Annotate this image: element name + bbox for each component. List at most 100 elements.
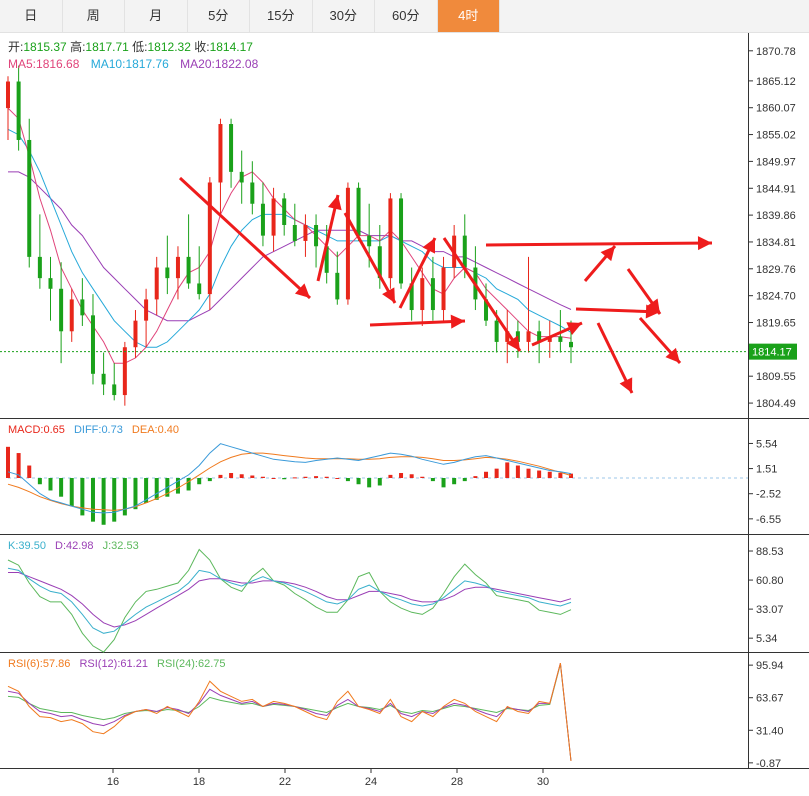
candle-body — [505, 331, 510, 342]
arrowhead — [450, 314, 465, 329]
price-tick-label: 1860.07 — [756, 103, 796, 115]
arrow-shaft — [485, 241, 713, 247]
candle-body — [154, 267, 159, 300]
candle-body — [207, 182, 212, 295]
arrowhead — [697, 236, 712, 251]
candle-body — [112, 384, 117, 396]
kdj-panel: 88.53 60.80 33.07 5.34 — [7, 546, 784, 653]
kline-chart: 1870.78 1865.12 1860.07 1855.02 1849.97 1844.… — [0, 33, 809, 788]
candle-body — [101, 373, 106, 385]
arrowhead — [665, 347, 680, 363]
rsi12-line — [7, 662, 572, 762]
rsi24-line — [7, 663, 572, 762]
candle-body — [239, 171, 244, 183]
macd-bar — [112, 478, 117, 522]
candle-body — [314, 225, 319, 247]
candle-body — [90, 315, 95, 374]
macd-bar — [154, 478, 159, 500]
arrowhead — [619, 377, 633, 393]
arrowhead — [382, 287, 395, 303]
candle-body — [547, 336, 552, 342]
candle-body — [420, 278, 425, 311]
macd-bar — [271, 478, 276, 479]
candle-body — [271, 198, 276, 236]
macd-bar — [48, 478, 53, 491]
macd-bar — [505, 462, 510, 478]
macd-bar — [90, 478, 95, 522]
time-tick-label: 22 — [279, 776, 291, 788]
tab-5min[interactable]: 5分 — [188, 0, 250, 32]
macd-bar — [452, 478, 457, 485]
arrow-shaft — [178, 176, 312, 300]
last-price-label: 1814.17 — [749, 343, 797, 360]
macd-bar — [292, 477, 297, 479]
macd-bar — [515, 465, 520, 478]
tab-week[interactable]: 周 — [63, 0, 125, 32]
candle-body — [292, 225, 297, 241]
macd-bar — [526, 468, 531, 478]
timeframe-tabs: 日 周 月 5分 15分 30分 60分 4时 — [0, 0, 809, 33]
j-line — [7, 548, 572, 653]
axis-tick-label: -0.87 — [756, 758, 781, 770]
tab-month[interactable]: 月 — [125, 0, 188, 32]
price-tick-label: 1855.02 — [756, 130, 796, 142]
price-tick-label: 1819.65 — [756, 318, 796, 330]
time-tick-label: 24 — [365, 776, 377, 788]
tab-day[interactable]: 日 — [0, 0, 63, 32]
macd-bar — [186, 478, 191, 491]
arrow-shaft — [316, 194, 340, 282]
macd-bar — [399, 473, 404, 478]
arrow-shaft — [442, 237, 522, 352]
arrow-shaft — [369, 319, 466, 327]
macd-bar — [122, 478, 127, 516]
time-tick-label: 30 — [537, 776, 549, 788]
candle-body — [80, 299, 85, 316]
tab-30min[interactable]: 30分 — [313, 0, 375, 32]
k-line — [7, 567, 572, 634]
macd-bar — [420, 476, 425, 478]
macd-bar — [324, 476, 329, 478]
candle-body — [441, 267, 446, 311]
tab-15min[interactable]: 15分 — [250, 0, 313, 32]
axis-tick-label: 31.40 — [756, 725, 784, 737]
tab-60min[interactable]: 60分 — [375, 0, 438, 32]
macd-panel: 5.54 1.51 -2.52 -6.55 — [6, 438, 781, 526]
macd-bar — [462, 478, 467, 482]
candle-body — [37, 256, 42, 279]
candle-body — [48, 278, 53, 289]
candle-body — [59, 288, 64, 332]
macd-bar — [356, 478, 361, 485]
macd-bar — [409, 474, 414, 478]
candle-body — [367, 235, 372, 247]
price-tick-label: 1849.97 — [756, 156, 796, 168]
axis-tick-label: 5.54 — [756, 438, 777, 450]
macd-bar — [494, 468, 499, 478]
candle-body — [186, 256, 191, 284]
axis-tick-label: 1.51 — [756, 464, 777, 476]
price-tick-label: 1834.81 — [756, 237, 796, 249]
candle-body — [399, 198, 404, 284]
macd-bar — [345, 478, 350, 482]
candle-body — [122, 347, 127, 396]
macd-bar — [441, 478, 446, 488]
macd-bar — [484, 471, 489, 478]
ma-readout: MA5:1816.68 MA10:1817.76 MA20:1822.08 — [8, 57, 259, 71]
arrowhead — [645, 304, 660, 319]
macd-bar — [335, 478, 340, 479]
macd-bar — [80, 478, 85, 516]
time-tick-label: 28 — [451, 776, 463, 788]
candle-body — [303, 225, 308, 241]
axis-tick-label: 60.80 — [756, 575, 784, 587]
macd-bar — [133, 478, 138, 510]
candle-body — [388, 198, 393, 279]
macd-bar — [101, 478, 106, 525]
price-axis: 1870.78 1865.12 1860.07 1855.02 1849.97 1844.… — [748, 46, 796, 410]
candle-body — [494, 320, 499, 342]
arrowhead — [422, 238, 435, 254]
annotation-arrows — [178, 176, 713, 394]
macd-bar — [377, 478, 382, 486]
macd-bar — [16, 453, 21, 478]
tab-4hour[interactable]: 4时 — [437, 0, 500, 32]
macd-bar — [27, 465, 32, 478]
candle-body — [558, 336, 563, 342]
